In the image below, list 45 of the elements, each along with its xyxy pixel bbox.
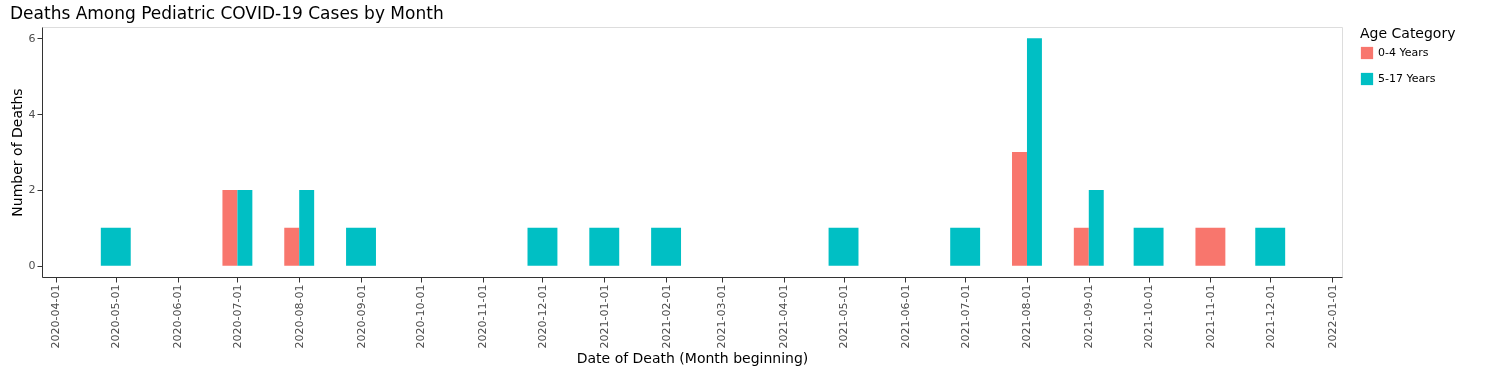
- y-tick-label: 0: [28, 259, 36, 273]
- x-tick-label: 2021-04-01: [777, 284, 791, 349]
- x-tick-label: 2020-07-01: [230, 284, 244, 349]
- x-tick-label: 2020-05-01: [109, 284, 123, 349]
- x-tick-label: 2021-11-01: [1203, 284, 1217, 349]
- x-tick-label: 2020-06-01: [171, 284, 185, 349]
- x-tick-label: 2020-09-01: [354, 284, 368, 349]
- x-tick-label: 2021-05-01: [837, 284, 851, 349]
- legend-label: 5-17 Years: [1378, 72, 1436, 85]
- x-tick-label: 2021-10-01: [1142, 284, 1156, 349]
- bar: [1133, 227, 1164, 266]
- x-tick-label: 2021-12-01: [1263, 284, 1277, 349]
- y-tick-label: 2: [28, 183, 36, 197]
- x-tick-label: 2021-08-01: [1020, 284, 1034, 349]
- bar: [950, 227, 981, 266]
- x-tick-label: 2021-02-01: [659, 284, 673, 349]
- y-axis-title: Number of Deaths: [8, 88, 25, 217]
- x-tick-label: 2021-07-01: [958, 284, 972, 349]
- x-tick-label: 2020-12-01: [535, 284, 549, 349]
- legend-label: 0-4 Years: [1378, 46, 1429, 59]
- chart-title: Deaths Among Pediatric COVID-19 Cases by Month: [10, 3, 444, 23]
- x-tick-label: 2021-06-01: [898, 284, 912, 349]
- x-tick-label: 2021-09-01: [1082, 284, 1096, 349]
- bar: [651, 227, 682, 266]
- legend-title: Age Category: [1360, 25, 1456, 41]
- x-tick-label: 2020-10-01: [414, 284, 428, 349]
- x-tick-label: 2022-01-01: [1325, 284, 1339, 349]
- x-axis-title: Date of Death (Month beginning): [576, 350, 809, 367]
- bar: [222, 189, 238, 266]
- y-tick-label: 4: [28, 107, 36, 121]
- bar: [1012, 152, 1027, 266]
- x-tick-label: 2020-11-01: [476, 284, 490, 349]
- bar: [284, 227, 300, 266]
- bar: [1255, 227, 1286, 266]
- bar: [346, 227, 376, 266]
- bar: [828, 227, 859, 266]
- bar: [1073, 227, 1089, 266]
- bar: [589, 227, 620, 266]
- x-tick-label: 2021-01-01: [597, 284, 611, 349]
- bar: [100, 227, 131, 266]
- y-tick-label: 6: [28, 31, 36, 45]
- bar: [527, 227, 558, 266]
- x-tick-label: 2020-04-01: [49, 284, 63, 349]
- x-tick-label: 2021-03-01: [715, 284, 729, 349]
- x-tick-label: 2020-08-01: [292, 284, 306, 349]
